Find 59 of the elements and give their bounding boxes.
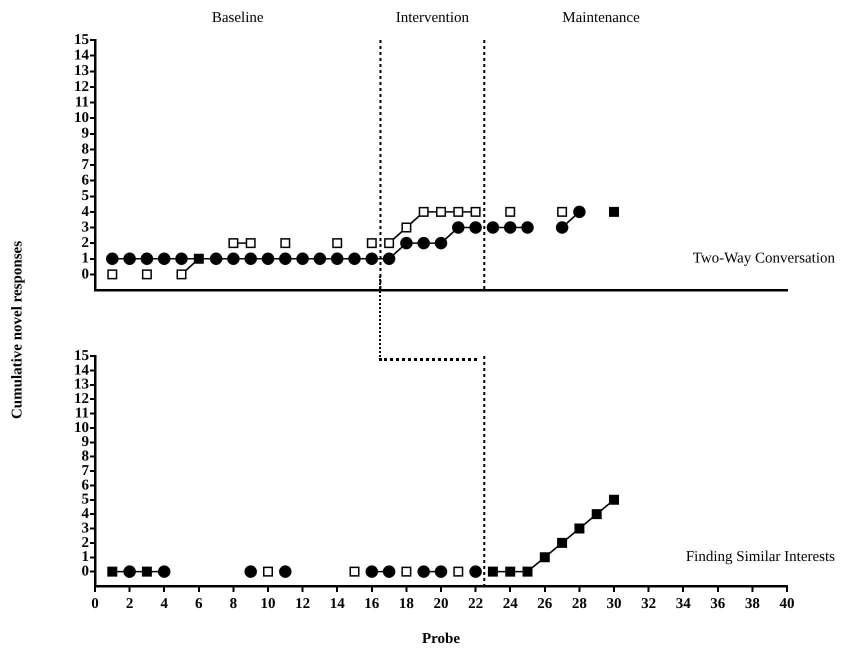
y-tick-label: 4 xyxy=(82,204,90,220)
y-tick-label: 5 xyxy=(82,492,89,508)
x-tick-label: 34 xyxy=(676,596,692,612)
x-tick-label: 4 xyxy=(160,596,168,612)
y-tick-label: 7 xyxy=(82,462,90,479)
x-tick-label: 18 xyxy=(398,596,414,612)
x-tick-label: 6 xyxy=(195,596,204,612)
y-tick-label: 15 xyxy=(74,32,89,48)
x-tick-label: 30 xyxy=(606,596,622,612)
x-tick-label: 10 xyxy=(260,596,276,612)
x-tick-label: 2 xyxy=(126,596,134,612)
text: Baseline xyxy=(212,10,264,26)
y-tick-label: 3 xyxy=(82,520,89,536)
x-tick-label: 20 xyxy=(434,596,448,612)
x-tick-label: 32 xyxy=(641,596,656,612)
y-tick-label: 15 xyxy=(74,348,89,364)
y-tick-label: 10 xyxy=(74,110,89,126)
y-tick-label: 14 xyxy=(74,362,90,378)
x-axis-title: Probe xyxy=(422,630,460,647)
y-tick-label: 7 xyxy=(82,156,90,173)
y-tick-label: 4 xyxy=(82,506,90,522)
y-tick-label: 1 xyxy=(82,250,89,267)
y-tick-label: 13 xyxy=(74,63,89,80)
text: Two-Way Conversation xyxy=(692,250,836,267)
y-tick-label: 9 xyxy=(82,126,89,142)
y-tick-label: 12 xyxy=(74,78,89,95)
y-tick-label: 12 xyxy=(74,391,89,407)
y-tick-label: 2 xyxy=(82,534,89,551)
y-tick-label: 2 xyxy=(82,235,89,251)
y-tick-label: 0 xyxy=(82,564,89,580)
x-tick-label: 28 xyxy=(572,596,587,612)
y-tick-label: 11 xyxy=(74,94,89,110)
x-tick-label: 16 xyxy=(364,596,380,612)
y-tick-label: 0 xyxy=(82,266,89,282)
x-tick-label: 36 xyxy=(710,596,726,612)
y-tick-label: 13 xyxy=(74,376,89,393)
x-tick-label: 40 xyxy=(780,596,794,612)
x-tick-label: 14 xyxy=(330,596,346,612)
text: Maintenance xyxy=(562,10,640,26)
text: Intervention xyxy=(396,10,470,26)
y-tick-label: 11 xyxy=(74,405,89,422)
y-tick-label: 6 xyxy=(82,477,90,494)
y-axis-title: Cumulative novel responses xyxy=(10,240,26,420)
y-tick-label: 5 xyxy=(82,188,89,204)
y-tick-label: 1 xyxy=(82,549,89,566)
y-tick-label: 9 xyxy=(82,434,89,450)
y-tick-label: 10 xyxy=(74,420,89,436)
x-tick-label: 38 xyxy=(744,596,760,612)
x-tick-label: 8 xyxy=(230,596,238,612)
x-tick-label: 26 xyxy=(537,596,553,612)
y-tick-label: 14 xyxy=(74,48,90,64)
x-tick-label: 22 xyxy=(468,596,484,612)
y-tick-label: 8 xyxy=(82,448,89,464)
x-tick-label: 12 xyxy=(295,596,310,612)
y-tick-label: 3 xyxy=(82,219,89,236)
y-tick-label: 8 xyxy=(82,141,89,158)
text: Finding Similar Interests xyxy=(686,549,836,566)
y-tick-label: 6 xyxy=(82,172,90,188)
x-tick-label: 24 xyxy=(502,596,518,612)
